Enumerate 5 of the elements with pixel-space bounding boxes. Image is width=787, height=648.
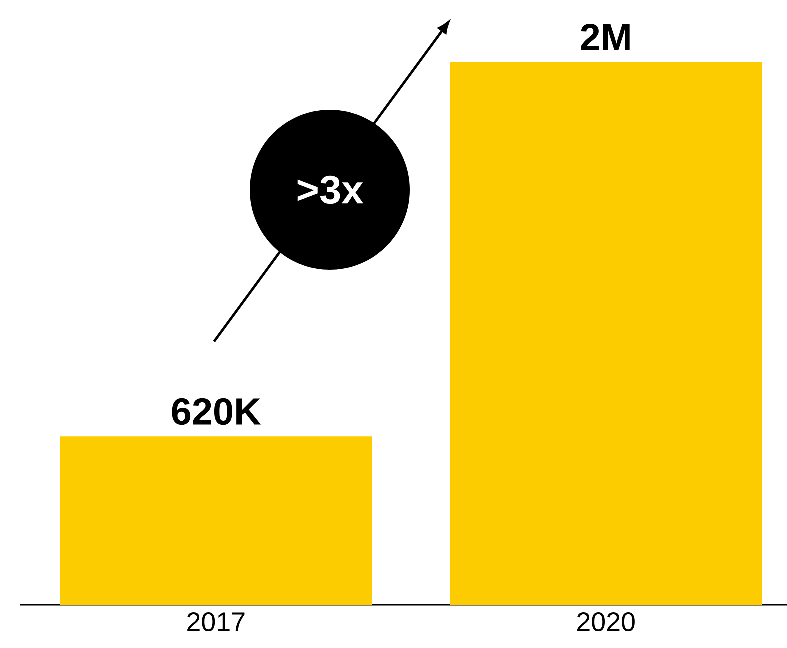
data-label: 620K	[172, 398, 262, 426]
x-tick-label: 2017	[188, 612, 245, 632]
annotation: >3x	[298, 176, 364, 204]
x-tick-label: 2020	[578, 612, 635, 632]
data-label: 2M	[581, 24, 630, 50]
